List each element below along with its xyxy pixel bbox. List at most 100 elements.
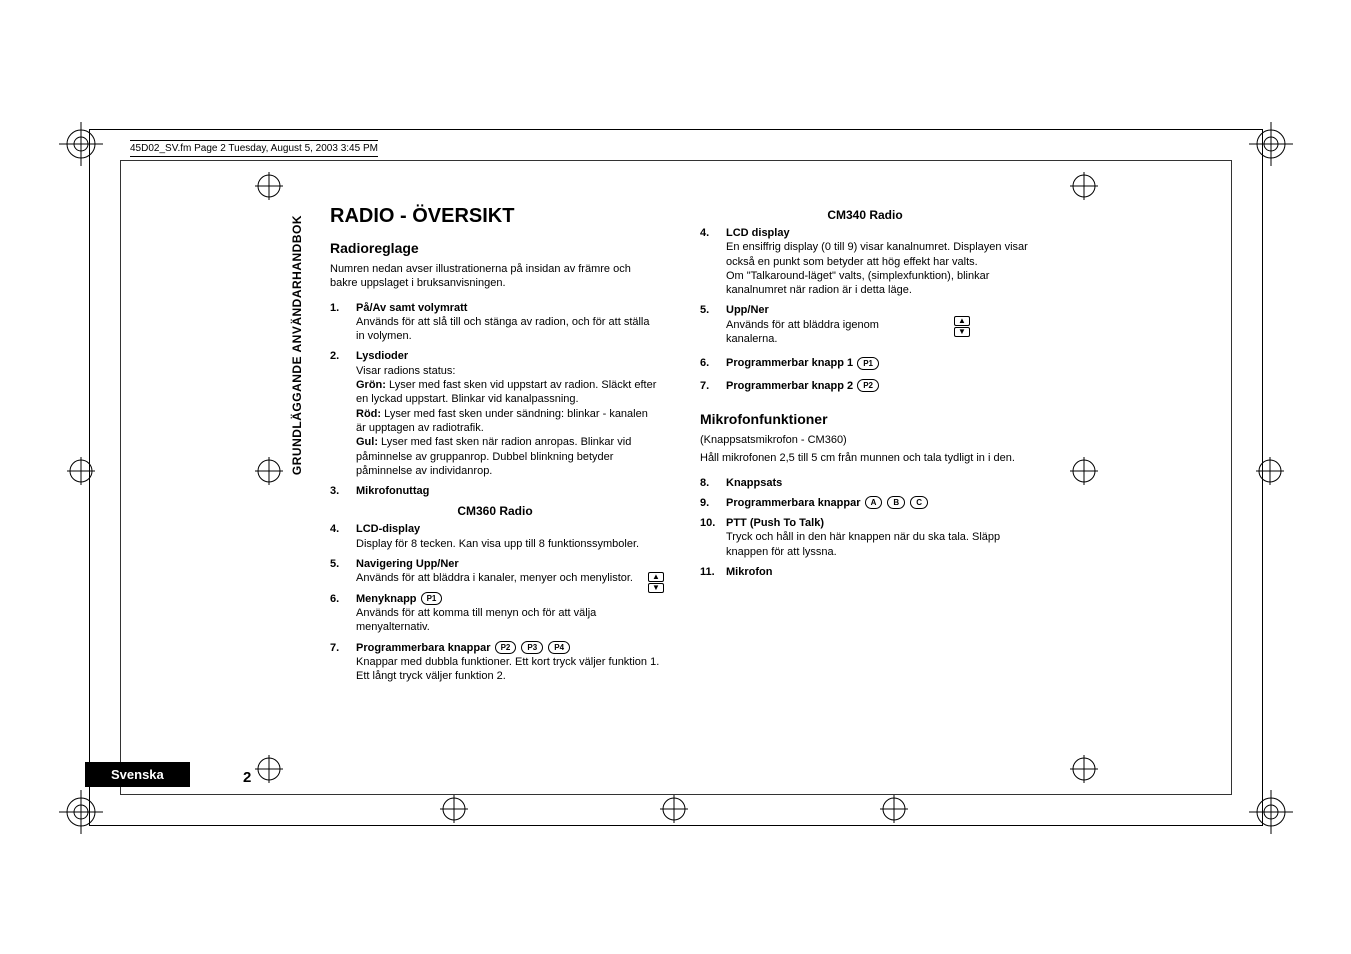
print-header: 45D02_SV.fm Page 2 Tuesday, August 5, 20… bbox=[130, 140, 378, 157]
a-icon: A bbox=[865, 496, 883, 509]
right-column: CM340 Radio 4. LCD display En ensiffrig … bbox=[700, 205, 1030, 689]
section-heading: Mikrofonfunktioner bbox=[700, 411, 1030, 427]
numbered-list: 8. Knappsats 9. Programmerbara knappar A… bbox=[700, 476, 1030, 580]
list-item: 9. Programmerbara knappar A B C bbox=[700, 496, 1030, 510]
item-num: 9. bbox=[700, 496, 726, 510]
reg-mark bbox=[660, 795, 688, 823]
p2-icon: P2 bbox=[857, 379, 879, 392]
item-text: Används för att slå till och stänga av r… bbox=[356, 316, 650, 342]
item-title: Menyknapp bbox=[356, 593, 420, 605]
footer-page-number: 2 bbox=[243, 769, 251, 786]
list-item: 3. Mikrofonuttag bbox=[330, 484, 660, 498]
content: RADIO - ÖVERSIKT Radioreglage Numren ned… bbox=[330, 205, 1030, 689]
item-title: Lysdioder bbox=[356, 350, 408, 362]
led-yellow-label: Gul: bbox=[356, 436, 378, 448]
reg-mark-right bbox=[1256, 457, 1284, 485]
item-title: LCD-display bbox=[356, 523, 420, 535]
list-item: 10. PTT (Push To Talk) Tryck och håll in… bbox=[700, 516, 1030, 559]
list-item: 7. Programmerbara knappar P2 P3 P4 Knapp… bbox=[330, 641, 660, 684]
list-item: 4. LCD-display Display för 8 tecken. Kan… bbox=[330, 522, 660, 551]
p1-icon: P1 bbox=[857, 357, 879, 370]
reg-mark-tr bbox=[1249, 122, 1293, 166]
numbered-list: 4. LCD-display Display för 8 tecken. Kan… bbox=[330, 522, 660, 683]
item-num: 4. bbox=[330, 522, 356, 551]
list-item: 4. LCD display En ensiffrig display (0 t… bbox=[700, 226, 1030, 297]
reg-mark bbox=[255, 755, 283, 783]
item-num: 11. bbox=[700, 565, 726, 579]
item-num: 6. bbox=[700, 356, 726, 370]
numbered-list: 1. På/Av samt volymratt Används för att … bbox=[330, 301, 660, 499]
intro-text: Numren nedan avser illustrationerna på i… bbox=[330, 262, 660, 291]
sidebar-title: GRUNDLÄGGANDE ANVÄNDARHANDBOK bbox=[290, 215, 304, 475]
list-item: 2. Lysdioder Visar radions status: Grön:… bbox=[330, 349, 660, 478]
item-num: 7. bbox=[330, 641, 356, 684]
item-title: Programmerbara knappar bbox=[726, 497, 864, 509]
reg-mark bbox=[1070, 172, 1098, 200]
p4-icon: P4 bbox=[548, 641, 570, 654]
sub-heading: CM360 Radio bbox=[330, 504, 660, 518]
reg-mark bbox=[255, 457, 283, 485]
list-item: 8. Knappsats bbox=[700, 476, 1030, 490]
item-title: Knappsats bbox=[726, 477, 782, 489]
left-column: RADIO - ÖVERSIKT Radioreglage Numren ned… bbox=[330, 205, 660, 689]
item-title: Programmerbara knappar bbox=[356, 642, 494, 654]
item-title: Programmerbar knapp 1 bbox=[726, 357, 856, 369]
numbered-list: 4. LCD display En ensiffrig display (0 t… bbox=[700, 226, 1030, 393]
footer-language-tab: Svenska bbox=[85, 762, 190, 787]
item-title: Mikrofon bbox=[726, 566, 772, 578]
p3-icon: P3 bbox=[521, 641, 543, 654]
updown-icon: ▲▼ bbox=[954, 315, 970, 338]
item-title: Programmerbar knapp 2 bbox=[726, 380, 856, 392]
reg-mark bbox=[440, 795, 468, 823]
item-num: 5. bbox=[700, 303, 726, 346]
c-icon: C bbox=[910, 496, 928, 509]
item-title: På/Av samt volymratt bbox=[356, 302, 467, 314]
led-green-text: Lyser med fast sken vid uppstart av radi… bbox=[356, 379, 656, 405]
updown-icon: ▲▼ bbox=[648, 571, 664, 594]
list-item: 11. Mikrofon bbox=[700, 565, 1030, 579]
item-num: 6. bbox=[330, 592, 356, 635]
item-text: En ensiffrig display (0 till 9) visar ka… bbox=[726, 241, 1028, 296]
item-title: Navigering Upp/Ner bbox=[356, 558, 459, 570]
item-text: Används för att bläddra i kanaler, menye… bbox=[356, 572, 633, 584]
list-item: 5. Upp/Ner Används för att bläddra igeno… bbox=[700, 303, 1030, 346]
intro-text: Håll mikrofonen 2,5 till 5 cm från munne… bbox=[700, 451, 1030, 465]
item-num: 1. bbox=[330, 301, 356, 344]
b-icon: B bbox=[887, 496, 905, 509]
section-heading: Radioreglage bbox=[330, 240, 660, 256]
item-num: 7. bbox=[700, 379, 726, 393]
item-num: 5. bbox=[330, 557, 356, 586]
item-text: Används för att bläddra igenom kanalerna… bbox=[726, 318, 926, 347]
led-red-label: Röd: bbox=[356, 408, 381, 420]
list-item: 6. Menyknapp P1 Används för att komma ti… bbox=[330, 592, 660, 635]
item-title: PTT (Push To Talk) bbox=[726, 517, 824, 529]
item-num: 3. bbox=[330, 484, 356, 498]
reg-mark bbox=[255, 172, 283, 200]
reg-mark-tl bbox=[59, 122, 103, 166]
list-item: 5. Navigering Upp/Ner Används för att bl… bbox=[330, 557, 660, 586]
led-yellow-text: Lyser med fast sken när radion anropas. … bbox=[356, 436, 631, 477]
item-num: 2. bbox=[330, 349, 356, 478]
led-green-label: Grön: bbox=[356, 379, 386, 391]
item-num: 10. bbox=[700, 516, 726, 559]
item-num: 8. bbox=[700, 476, 726, 490]
item-text: Används för att komma till menyn och för… bbox=[356, 607, 596, 633]
reg-mark-left bbox=[67, 457, 95, 485]
p2-icon: P2 bbox=[495, 641, 517, 654]
reg-mark bbox=[1070, 755, 1098, 783]
item-text: Display för 8 tecken. Kan visa upp till … bbox=[356, 538, 639, 550]
list-item: 7. Programmerbar knapp 2 P2 bbox=[700, 379, 1030, 393]
item-text: Knappar med dubbla funktioner. Ett kort … bbox=[356, 656, 659, 682]
item-num: 4. bbox=[700, 226, 726, 297]
list-item: 6. Programmerbar knapp 1 P1 bbox=[700, 356, 1030, 370]
item-title: LCD display bbox=[726, 227, 790, 239]
item-title: Mikrofonuttag bbox=[356, 485, 429, 497]
page-title: RADIO - ÖVERSIKT bbox=[330, 205, 660, 228]
sub-text: (Knappsatsmikrofon - CM360) bbox=[700, 433, 1030, 447]
item-text: Visar radions status: bbox=[356, 365, 455, 377]
reg-mark-br bbox=[1249, 790, 1293, 834]
item-title: Upp/Ner bbox=[726, 304, 769, 316]
item-text: Tryck och håll in den här knappen när du… bbox=[726, 531, 1000, 557]
reg-mark bbox=[1070, 457, 1098, 485]
list-item: 1. På/Av samt volymratt Används för att … bbox=[330, 301, 660, 344]
